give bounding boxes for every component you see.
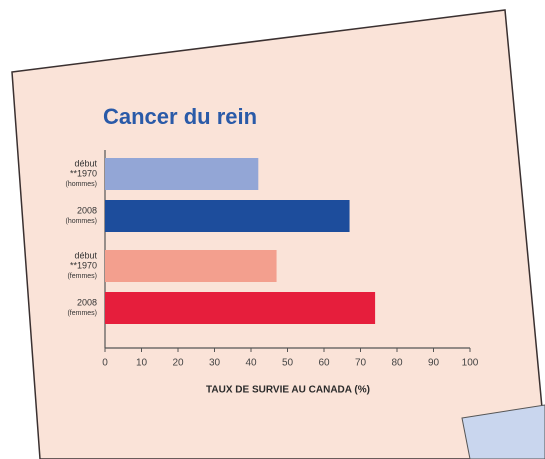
x-tick-label: 50 [282, 358, 294, 369]
y-tick-label: **1970 [70, 260, 97, 270]
y-tick-label: 2008 [77, 297, 97, 307]
y-tick-label: (femmes) [67, 310, 97, 317]
y-tick-label: (hommes) [65, 181, 97, 188]
y-tick-label: début [74, 158, 97, 168]
bar [105, 292, 376, 324]
x-tick-label: 100 [462, 358, 479, 369]
y-tick-label: **1970 [70, 168, 97, 178]
x-tick-label: 40 [245, 358, 257, 369]
x-tick-label: 0 [102, 358, 108, 369]
x-axis-label: TAUX DE SURVIE AU CANADA (%) [206, 385, 370, 396]
x-tick-label: 20 [172, 358, 184, 369]
chart-title: Cancer du rein [103, 104, 257, 129]
y-tick-label: (femmes) [67, 273, 97, 280]
x-tick-label: 90 [428, 358, 440, 369]
bar [105, 158, 259, 190]
card [11, 9, 545, 459]
next-card [461, 404, 545, 459]
y-tick-label: 2008 [77, 205, 97, 215]
bar [105, 250, 277, 282]
x-tick-label: 30 [209, 358, 221, 369]
x-tick-label: 60 [318, 358, 330, 369]
bar [105, 200, 350, 232]
y-tick-label: (hommes) [65, 218, 97, 225]
y-tick-label: début [74, 250, 97, 260]
x-tick-label: 80 [391, 358, 403, 369]
x-tick-label: 70 [355, 358, 367, 369]
x-tick-label: 10 [136, 358, 148, 369]
